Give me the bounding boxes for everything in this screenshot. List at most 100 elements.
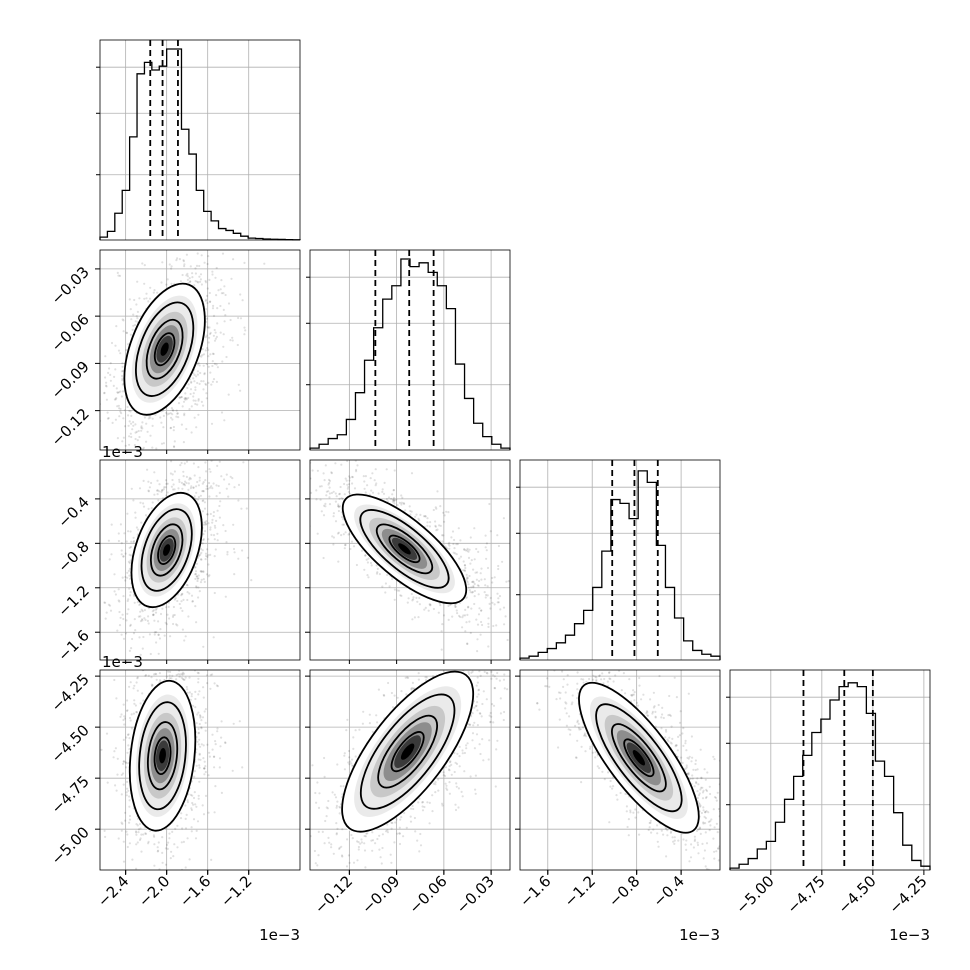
sample-point (220, 475, 223, 478)
sample-point (127, 343, 130, 346)
sample-point (337, 505, 340, 508)
contour-line-4 (153, 332, 176, 367)
sample-point (153, 619, 156, 622)
sample-point (340, 497, 343, 500)
sample-point (150, 507, 153, 510)
sample-point (214, 548, 217, 551)
sample-point (214, 337, 217, 340)
sample-point (208, 291, 211, 295)
sample-point (116, 437, 119, 440)
sample-point (355, 470, 358, 473)
panel-content (103, 460, 253, 657)
sample-point (455, 553, 458, 556)
sample-point (223, 419, 226, 422)
sample-point (201, 542, 204, 545)
sample-point (185, 398, 188, 401)
sample-point (462, 614, 465, 617)
sample-point (476, 623, 480, 626)
sample-point (211, 673, 214, 676)
sample-point (202, 490, 205, 493)
sample-point (203, 261, 206, 264)
sample-point (204, 765, 207, 768)
sample-point (215, 335, 218, 338)
sample-point (479, 572, 482, 575)
sample-point (179, 247, 181, 249)
sample-point (365, 558, 368, 561)
sample-point (124, 579, 127, 582)
sample-point (179, 396, 182, 399)
sample-point (227, 302, 231, 305)
sample-point (464, 630, 467, 633)
sample-point (185, 427, 188, 431)
sample-point (204, 382, 207, 385)
sample-point (134, 516, 137, 519)
sample-point (159, 416, 162, 419)
sample-point (216, 322, 219, 325)
sample-point (468, 548, 471, 551)
sample-point (370, 564, 373, 567)
sample-point (205, 397, 208, 400)
sample-point (146, 468, 149, 471)
sample-point (190, 695, 193, 698)
sample-point (125, 830, 128, 833)
sample-point (220, 292, 223, 295)
sample-point (135, 843, 138, 846)
sample-point (502, 606, 506, 609)
panel-background (520, 460, 720, 660)
scatter-panel-3-1 (99, 459, 301, 661)
sample-point (198, 382, 201, 385)
sample-point (491, 601, 494, 604)
sample-point (156, 489, 159, 492)
sample-point (129, 333, 132, 336)
sample-point (343, 493, 346, 496)
sample-point (162, 442, 165, 445)
sample-point (186, 598, 189, 602)
sample-point (199, 558, 203, 561)
sample-point (181, 628, 184, 631)
sample-point (122, 762, 125, 766)
sample-point (346, 460, 349, 463)
sample-point (123, 425, 127, 428)
sample-point (473, 582, 476, 586)
contour-line-2 (140, 508, 193, 592)
sample-point (172, 614, 175, 617)
sample-point (341, 523, 344, 526)
sample-point (182, 470, 185, 473)
sample-point (170, 282, 173, 285)
sample-point (134, 511, 137, 514)
sample-point (320, 510, 323, 513)
sample-point (186, 278, 189, 281)
sample-point (434, 524, 437, 528)
sample-point (324, 502, 327, 505)
sample-point (208, 481, 211, 485)
sample-point (204, 349, 207, 352)
sample-point (197, 398, 200, 401)
sample-point (178, 396, 181, 399)
sample-point (323, 479, 326, 482)
sample-point (128, 435, 131, 438)
sample-point (216, 307, 219, 310)
sample-point (134, 629, 137, 632)
sample-point (120, 542, 123, 545)
sample-point (200, 283, 203, 286)
sample-point (136, 439, 139, 442)
sample-point (455, 609, 458, 612)
sample-point (176, 257, 179, 260)
sample-point (183, 414, 186, 417)
sample-point (210, 422, 214, 425)
sample-point (208, 300, 212, 303)
sample-point (424, 515, 427, 518)
sample-point (241, 241, 243, 243)
sample-point (141, 647, 144, 650)
sample-point (202, 744, 205, 747)
sample-point (237, 316, 240, 320)
sample-point (169, 412, 172, 415)
sample-point (501, 560, 504, 563)
sample-point (173, 843, 176, 846)
sample-point (194, 690, 197, 694)
sample-point (186, 386, 189, 390)
sample-point (492, 624, 495, 628)
sample-point (244, 329, 247, 332)
sample-point (183, 678, 186, 681)
sample-point (442, 534, 445, 537)
